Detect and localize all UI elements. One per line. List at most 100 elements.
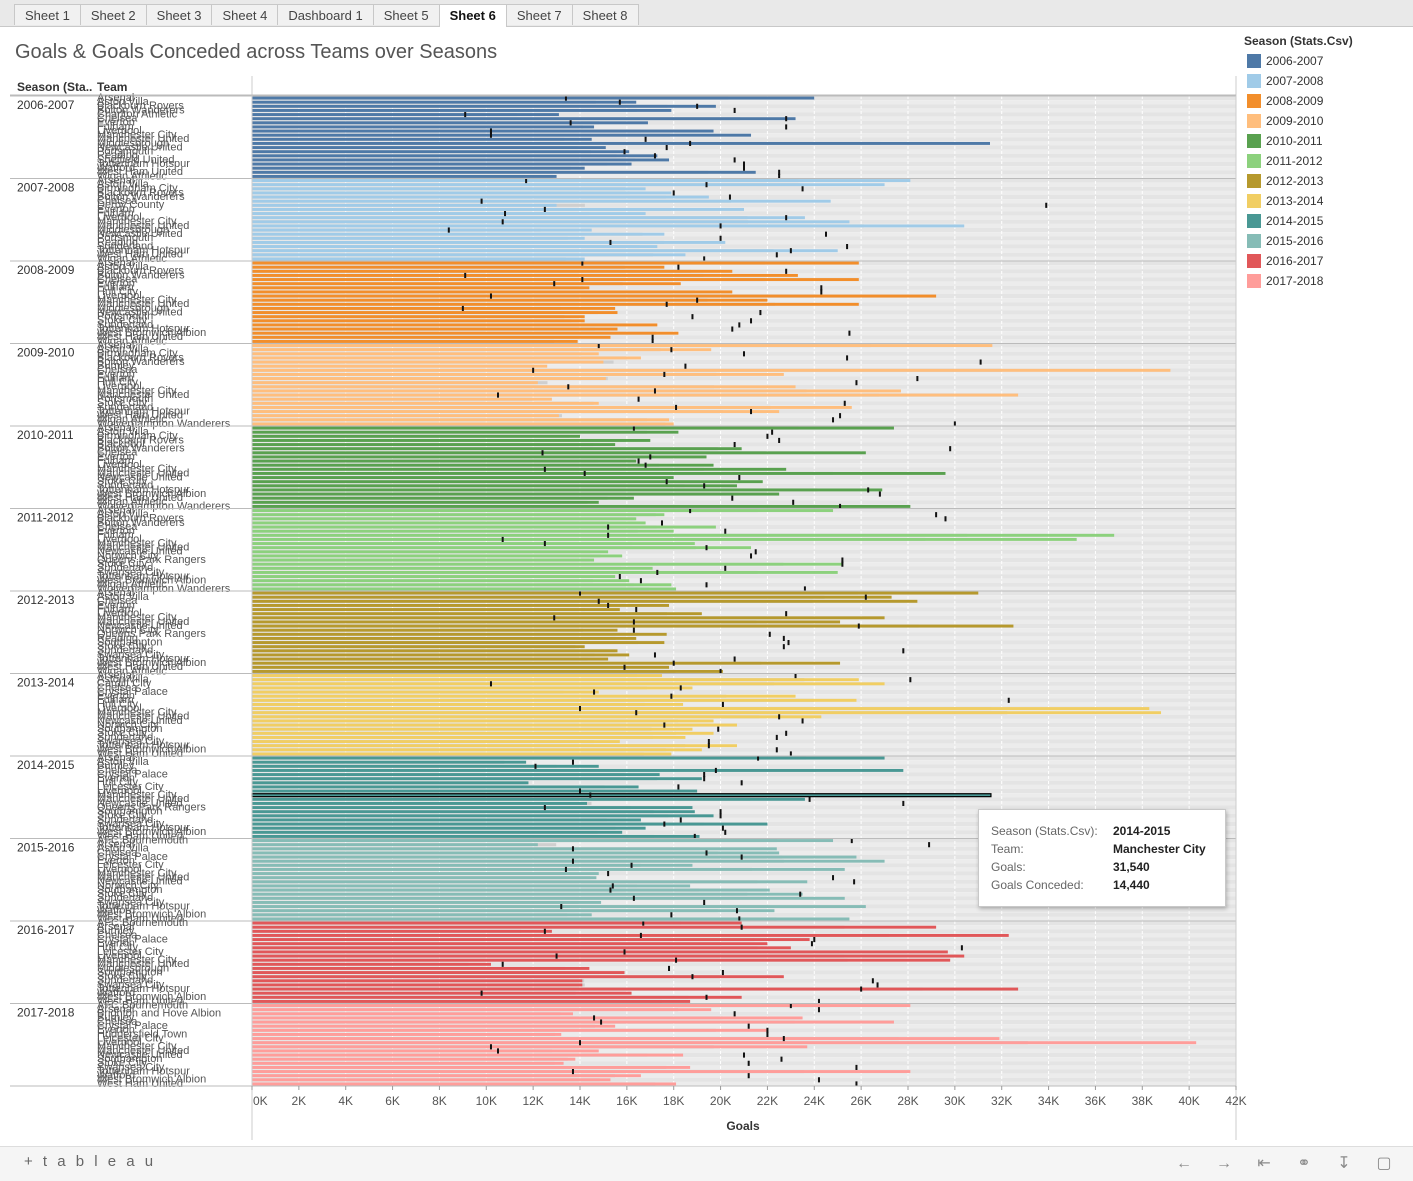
season-label[interactable]: 2017-2018	[17, 1006, 75, 1020]
team-label[interactable]: West Ham United	[97, 166, 183, 178]
team-label[interactable]: Sunderland	[97, 975, 153, 987]
team-label[interactable]: Aston Villa	[97, 674, 150, 686]
goals-conceded-mark[interactable]	[871, 978, 874, 984]
team-label[interactable]: Stoke City	[97, 810, 148, 822]
goals-bar[interactable]	[252, 364, 548, 368]
goals-bar[interactable]	[252, 302, 859, 306]
goals-bar[interactable]	[252, 133, 752, 137]
goals-bar[interactable]	[252, 583, 672, 587]
team-label[interactable]: Crystal Palace	[97, 851, 168, 863]
goals-bar[interactable]	[252, 682, 885, 686]
team-label[interactable]: Watford	[97, 162, 135, 174]
goals-conceded-mark[interactable]	[740, 780, 743, 786]
goals-bar[interactable]	[252, 273, 798, 277]
goals-conceded-mark[interactable]	[569, 120, 572, 126]
goals-conceded-mark[interactable]	[820, 285, 823, 291]
team-label[interactable]: Liverpool	[97, 608, 142, 620]
goals-conceded-mark[interactable]	[677, 264, 680, 270]
goals-conceded-mark[interactable]	[855, 1081, 858, 1087]
goals-bar[interactable]	[252, 1049, 599, 1053]
team-label[interactable]: West Ham United	[97, 1078, 183, 1090]
goals-conceded-mark[interactable]	[810, 941, 813, 947]
goals-bar[interactable]	[252, 529, 674, 533]
team-label[interactable]: Tottenham Hotspur	[97, 158, 190, 170]
team-label[interactable]: Aston Villa	[97, 96, 150, 108]
team-label[interactable]: Manchester City	[97, 612, 177, 624]
goals-bar[interactable]	[252, 628, 618, 632]
goals-bar[interactable]	[252, 636, 637, 640]
goals-conceded-mark[interactable]	[618, 99, 621, 105]
goals-bar[interactable]	[252, 393, 1019, 397]
goals-bar[interactable]	[252, 1012, 573, 1016]
goals-conceded-mark[interactable]	[464, 272, 467, 278]
goals-bar[interactable]	[252, 641, 665, 645]
goals-conceded-mark[interactable]	[703, 772, 706, 778]
team-label[interactable]: Everton	[97, 599, 135, 611]
goals-conceded-mark[interactable]	[750, 553, 753, 559]
team-label[interactable]: Bolton Wanderers	[97, 104, 185, 116]
goals-bar[interactable]	[252, 892, 803, 896]
team-label[interactable]: Wigan Athletic	[97, 170, 167, 182]
goals-conceded-mark[interactable]	[738, 916, 741, 922]
goals-conceded-mark[interactable]	[785, 268, 788, 274]
goals-bar[interactable]	[252, 496, 634, 500]
goals-bar[interactable]	[252, 880, 808, 884]
goals-bar[interactable]	[252, 591, 979, 595]
team-label[interactable]: Chelsea	[97, 682, 138, 694]
goals-bar[interactable]	[252, 735, 686, 739]
team-label[interactable]: Manchester United	[97, 958, 189, 970]
team-label[interactable]: Arsenal	[97, 257, 134, 269]
team-label[interactable]: Newcastle United	[97, 797, 183, 809]
goals-conceded-mark[interactable]	[497, 1048, 499, 1054]
team-label[interactable]: Queens Park Rangers	[97, 628, 206, 640]
tab-sheet-5[interactable]: Sheet 5	[372, 4, 440, 25]
goals-conceded-mark[interactable]	[693, 833, 696, 839]
goals-bar[interactable]	[252, 884, 691, 888]
goals-conceded-mark[interactable]	[532, 367, 535, 373]
goals-conceded-mark[interactable]	[651, 338, 654, 344]
goals-bar[interactable]	[252, 294, 937, 298]
team-label[interactable]: Wolverhampton Wanderers	[97, 418, 231, 430]
goals-conceded-mark[interactable]	[489, 132, 492, 138]
team-label[interactable]: Everton	[97, 855, 135, 867]
team-label[interactable]: Norwich City	[97, 880, 159, 892]
goals-bar[interactable]	[252, 694, 796, 698]
goals-conceded-mark[interactable]	[571, 759, 574, 765]
team-label[interactable]: Arsenal	[97, 669, 134, 681]
goals-conceded-mark[interactable]	[754, 549, 757, 555]
goals-bar[interactable]	[252, 447, 742, 451]
team-label[interactable]: AFC Bournemouth	[97, 834, 188, 846]
team-label[interactable]: Swansea City	[97, 649, 165, 661]
legend-item-2011-2012[interactable]: 2011-2012	[1247, 153, 1323, 169]
row-header-season[interactable]: Season (Sta..	[17, 80, 93, 94]
legend-item-2014-2015[interactable]: 2014-2015	[1247, 213, 1323, 229]
goals-conceded-mark[interactable]	[789, 751, 792, 757]
goals-conceded-mark[interactable]	[721, 970, 724, 976]
goals-bar[interactable]	[252, 801, 588, 805]
goals-conceded-mark[interactable]	[635, 607, 638, 613]
goals-bar[interactable]	[252, 711, 1162, 715]
goals-conceded-mark[interactable]	[632, 425, 635, 431]
goals-bar[interactable]	[252, 913, 592, 917]
goals-bar[interactable]	[252, 991, 632, 995]
goals-conceded-mark[interactable]	[583, 470, 586, 476]
goals-conceded-mark[interactable]	[705, 182, 708, 188]
team-label[interactable]: Aston Villa	[97, 509, 150, 521]
goals-conceded-mark[interactable]	[632, 895, 635, 901]
goals-bar[interactable]	[252, 240, 726, 244]
team-label[interactable]: Chelsea	[97, 447, 138, 459]
tableau-logo[interactable]: + t a b l e a u	[24, 1153, 157, 1170]
goals-bar[interactable]	[252, 257, 585, 261]
goals-bar[interactable]	[252, 471, 946, 475]
goals-bar[interactable]	[252, 385, 796, 389]
goals-bar[interactable]	[252, 756, 885, 760]
team-label[interactable]: Manchester City	[97, 954, 177, 966]
goals-bar[interactable]	[252, 455, 707, 459]
goals-conceded-mark[interactable]	[541, 450, 544, 456]
goals-bar[interactable]	[252, 975, 784, 979]
goals-bar[interactable]	[252, 368, 1171, 372]
team-label[interactable]: Liverpool	[97, 459, 142, 471]
goals-conceded-mark[interactable]	[480, 198, 483, 204]
team-label[interactable]: West Bromwich Albion	[97, 744, 206, 756]
goals-bar[interactable]	[251, 793, 992, 798]
